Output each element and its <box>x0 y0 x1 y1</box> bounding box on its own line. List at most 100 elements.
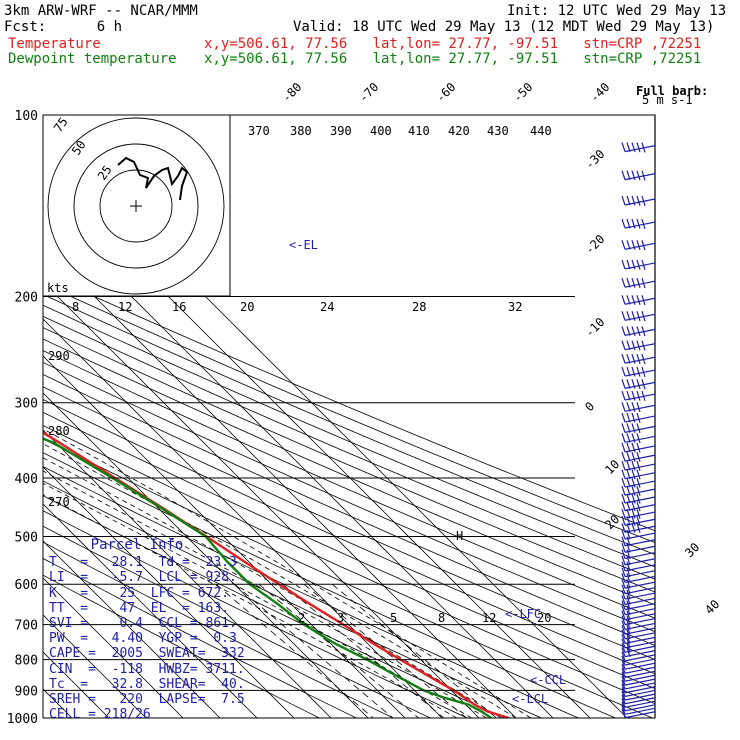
pressure-label-600: 600 <box>15 578 38 593</box>
temp-label: 10 <box>602 457 622 477</box>
legend-dewpoint-info: x,y=506.61, 77.56 lat,lon= 27.77, -97.51… <box>204 51 702 67</box>
theta-label: 400 <box>370 124 392 138</box>
wind-barb-flag <box>626 543 631 553</box>
wind-barb-flag <box>631 195 636 206</box>
wind-barb-flag <box>626 573 631 583</box>
hodograph <box>42 114 231 297</box>
hodograph-axis-label: 12 <box>118 300 132 314</box>
wind-barb-flag <box>641 311 646 322</box>
wind-barb-flag <box>621 683 626 693</box>
wind-barb-flag <box>621 460 626 471</box>
dry-adiabat-line <box>43 525 431 718</box>
wind-barb-flag <box>626 326 631 336</box>
wind-barbs <box>621 142 656 719</box>
wind-barb-flag <box>621 218 626 229</box>
parcel-info-title: Parcel Info <box>90 537 184 553</box>
pressure-label-300: 300 <box>15 397 38 412</box>
wind-barb-flag <box>631 469 636 480</box>
wind-barb-flag <box>626 529 631 540</box>
wind-barb-flag <box>626 460 631 471</box>
mixing-ratio-line <box>303 583 467 718</box>
wind-barb-flag <box>621 549 626 559</box>
wind-barb-flag <box>626 433 631 443</box>
wind-barb-flag <box>641 195 646 206</box>
mixing-ratio-label: 12 <box>482 611 496 625</box>
parcel-row-k: K = 25 LFC = 672. <box>49 585 230 601</box>
wind-barb-flag <box>641 240 646 251</box>
wind-barb-flag <box>626 170 631 181</box>
isotherm-line <box>43 133 628 718</box>
wind-barb-flag <box>636 516 641 527</box>
wind-barb-flag <box>636 412 641 423</box>
wind-barb-flag <box>621 655 626 666</box>
temp-label: -40 <box>587 80 612 105</box>
dry-adiabat-line <box>43 557 357 718</box>
legend-temperature-name: Temperature <box>8 36 101 52</box>
wind-barb-shaft <box>624 670 656 678</box>
temp-label: -50 <box>510 80 535 105</box>
wind-barb-flag <box>621 259 626 270</box>
parcel-row-tt: TT = 47 EL = 163. <box>49 600 230 616</box>
temp-label: 20 <box>602 512 622 532</box>
wind-barb-flag <box>626 402 631 412</box>
wind-barb-flag <box>636 366 641 377</box>
wind-barb-flag <box>626 390 631 401</box>
wind-barb-flag <box>641 295 646 306</box>
wind-barb-flag <box>621 442 626 453</box>
wind-barb-flag <box>631 477 636 488</box>
dry-adiabat-line <box>43 466 579 718</box>
wind-barb-flag <box>621 508 626 519</box>
wind-barb-flag <box>641 390 646 402</box>
wind-barb-flag <box>621 485 626 496</box>
isotherm-line <box>43 429 332 718</box>
wind-barb-flag <box>626 501 631 512</box>
wind-barb-flag <box>636 340 641 351</box>
mixing-ratio-label: 20 <box>537 611 551 625</box>
wind-barb-flag <box>621 543 626 553</box>
hodograph-trace <box>117 156 189 201</box>
wind-barb-flag <box>621 708 626 718</box>
theta-label: 380 <box>290 124 312 138</box>
parcel-row-li: LI = -5.7 LCL = 928. <box>49 570 237 586</box>
wind-barb-flag <box>636 326 641 337</box>
wind-barb-flag <box>626 567 631 578</box>
wind-barb-flag <box>636 278 641 288</box>
wind-barb-flag <box>626 561 631 572</box>
valid-time: Valid: 18 UTC Wed 29 May 13 (12 MDT Wed … <box>293 19 715 35</box>
pressure-label-100: 100 <box>15 109 38 124</box>
wind-barb-flag <box>636 523 641 534</box>
isotherm-line <box>43 318 443 718</box>
hodograph-axis-label: 16 <box>172 300 186 314</box>
wind-barb-flag <box>641 354 646 365</box>
pressure-label-400: 400 <box>15 472 38 487</box>
wind-barb-flag <box>626 259 631 270</box>
wind-barb-flag <box>636 493 641 504</box>
wind-barb-flag <box>626 354 631 364</box>
wind-barb-flag <box>621 624 626 635</box>
wind-barb-shaft <box>624 689 656 698</box>
ccl-marker: <-CCL <box>530 673 566 687</box>
theta-label: 280 <box>48 424 70 438</box>
hodograph-axis-label: 8 <box>72 300 79 314</box>
wind-barb-flag <box>621 698 626 708</box>
dry-adiabat-line <box>43 327 655 593</box>
wind-barb-flag <box>626 493 631 504</box>
wind-barb-flag <box>621 668 626 678</box>
wind-barb-flag <box>626 485 631 496</box>
wind-barb-flag <box>621 469 626 479</box>
wind-barb-flag <box>621 195 626 206</box>
isotherm-line <box>43 466 295 718</box>
wind-barb-flag <box>636 240 641 251</box>
wind-barb-flag <box>621 605 626 615</box>
wind-barb-flag <box>636 442 641 453</box>
dry-adiabat-line <box>43 293 655 555</box>
wind-barb-flag <box>621 240 626 250</box>
wind-barb-flag <box>621 555 626 565</box>
parcel-row-t: T = 28.1 Td = 23.3 <box>49 555 237 571</box>
wind-barb-flag <box>626 610 631 621</box>
wind-barb-flag <box>631 412 636 423</box>
wind-barb-flag <box>621 694 626 704</box>
wind-barb-flag <box>636 508 641 519</box>
isotherm-line <box>43 577 184 718</box>
wind-barb-shaft <box>624 654 656 662</box>
